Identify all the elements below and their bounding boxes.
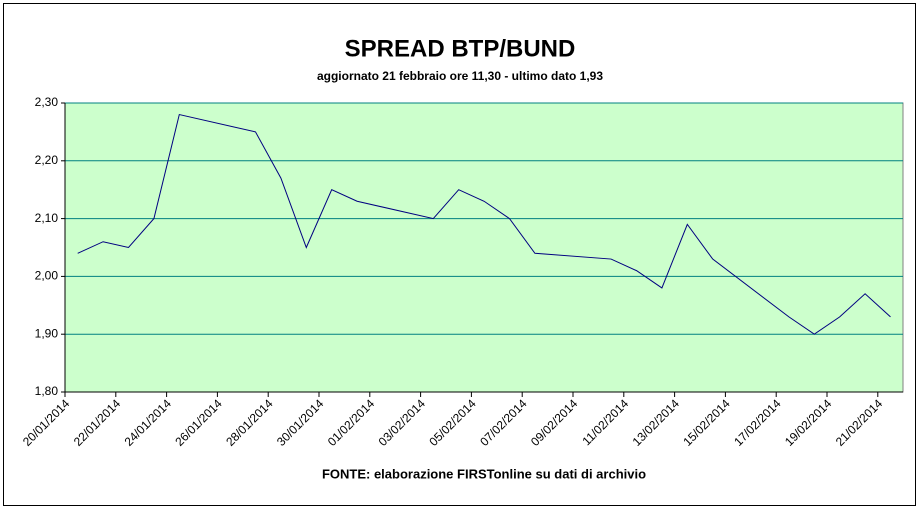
data-line [77,113,891,335]
y-tick-label: 1,90 [35,326,59,340]
chart-subtitle: aggiornato 21 febbraio ore 11,30 - ultim… [317,69,603,83]
source-note: FONTE: elaborazione FIRSTonline su dati … [322,466,646,481]
y-tick-label: 1,80 [35,384,59,398]
y-tick-label: 2,10 [35,211,59,225]
plot-area [64,102,904,393]
y-tick-label: 2,30 [35,95,59,109]
y-tick-label: 2,20 [35,153,59,167]
chart-title: SPREAD BTP/BUND [345,35,576,62]
y-tick-label: 2,00 [35,269,59,283]
